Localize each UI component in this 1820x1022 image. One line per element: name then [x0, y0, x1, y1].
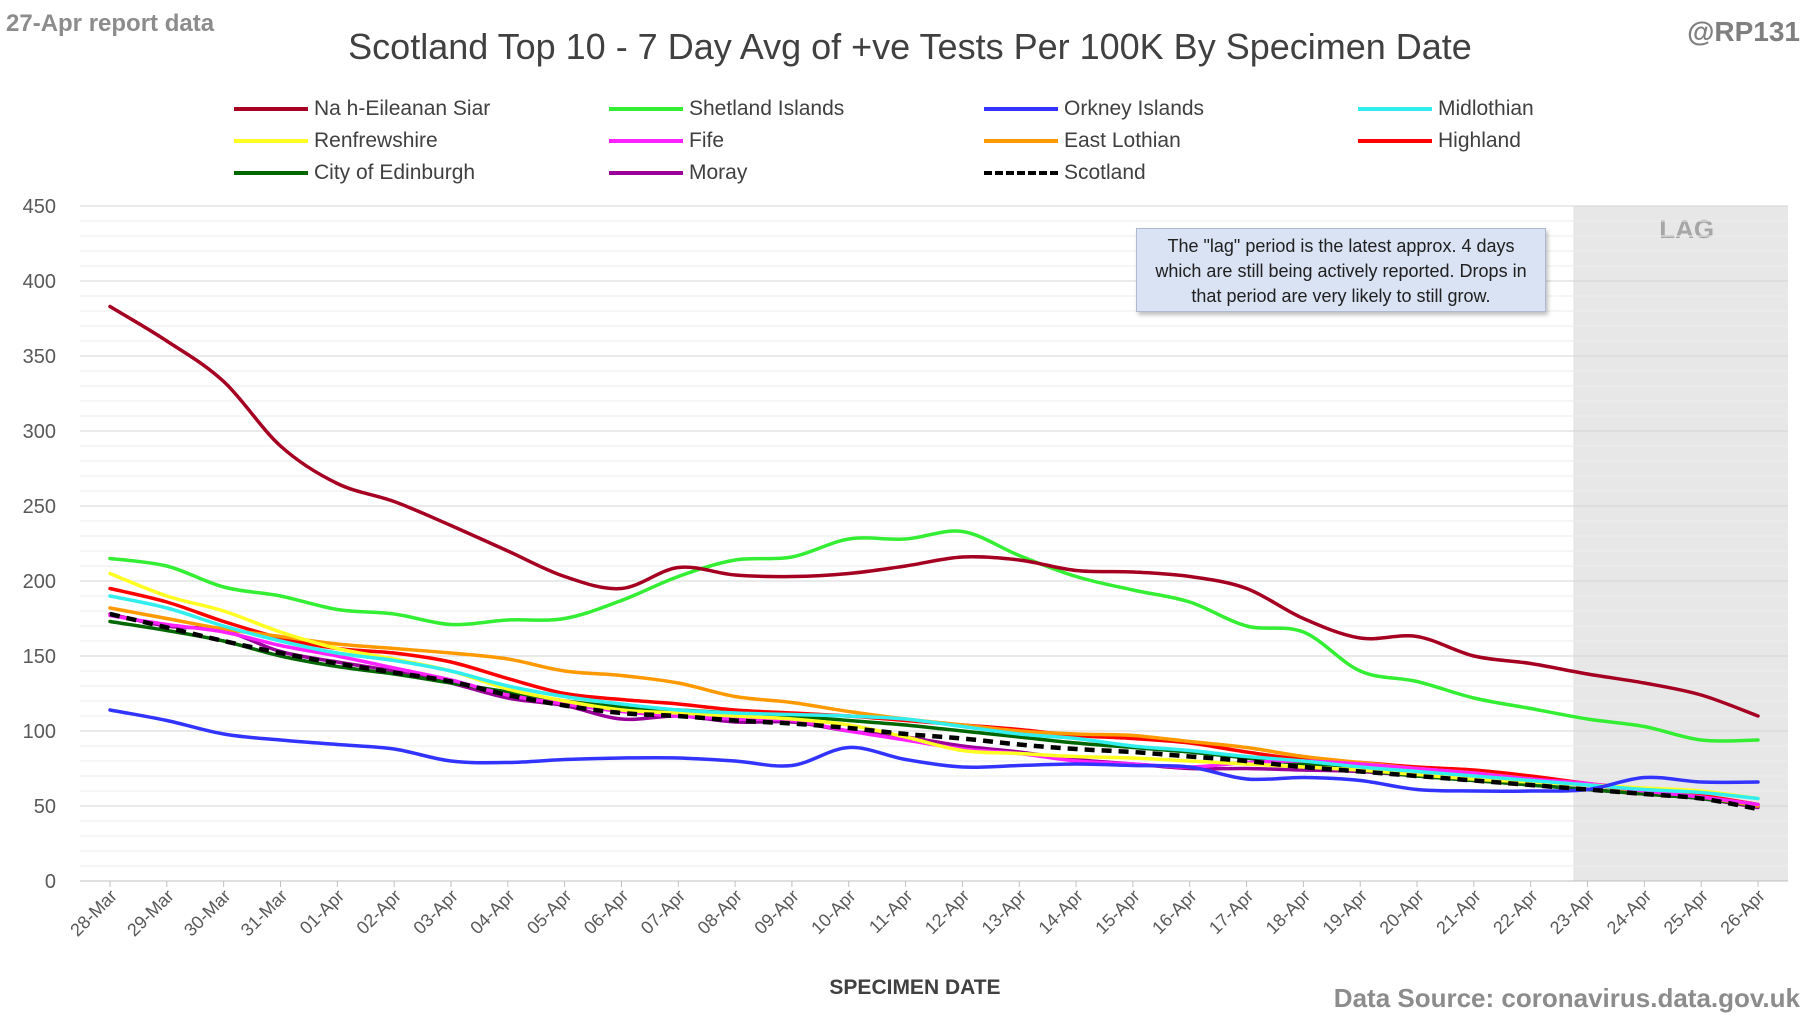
data-source: Data Source: coronavirus.data.gov.uk	[1333, 983, 1800, 1013]
legend-swatch	[1358, 107, 1432, 111]
x-tick-label: 14-Apr	[1035, 886, 1087, 938]
lag-region: LAG	[1573, 206, 1788, 881]
x-tick-label: 26-Apr	[1716, 886, 1768, 938]
x-tick-label: 03-Apr	[409, 886, 461, 938]
x-tick-label: 28-Mar	[66, 886, 120, 940]
x-tick-label: 29-Mar	[123, 886, 177, 940]
legend-label: Renfrewshire	[314, 129, 438, 152]
x-tick-label: 10-Apr	[807, 886, 859, 938]
x-tick-label: 12-Apr	[921, 886, 973, 938]
legend-swatch	[984, 107, 1058, 111]
series-line-scotland	[109, 611, 1759, 812]
legend-item: Na h-Eileanan Siar	[234, 94, 490, 124]
legend-item: East Lothian	[984, 126, 1181, 156]
x-tick-label: 19-Apr	[1319, 886, 1371, 938]
y-tick-label: 250	[23, 496, 56, 518]
series-line-highland	[108, 586, 1760, 807]
legend-label: City of Edinburgh	[314, 161, 476, 184]
x-tick-label: 04-Apr	[466, 886, 518, 938]
y-tick-label: 450	[23, 196, 56, 218]
x-tick-label: 23-Apr	[1546, 886, 1598, 938]
legend-item: Fife	[609, 126, 724, 156]
author-handle: @RP131	[1687, 16, 1800, 47]
legend-item: City of Edinburgh	[234, 158, 475, 188]
y-tick-label: 350	[23, 346, 56, 368]
legend-swatch	[234, 171, 308, 175]
y-axis: 0 50 100 150 200 250 300 350 400 450	[23, 196, 56, 893]
y-tick-label: 200	[23, 571, 56, 593]
legend-item: Shetland Islands	[609, 94, 844, 124]
x-tick-label: 05-Apr	[523, 886, 575, 938]
x-tick-label: 13-Apr	[978, 886, 1030, 938]
legend-swatch	[1358, 139, 1432, 143]
x-tick-label: 20-Apr	[1376, 886, 1428, 938]
x-tick-label: 09-Apr	[750, 886, 802, 938]
x-tick-label: 16-Apr	[1148, 886, 1200, 938]
x-tick-label: 17-Apr	[1205, 886, 1257, 938]
series-line-na-h-eileanan-siar	[108, 304, 1760, 718]
x-tick-label: 07-Apr	[637, 886, 689, 938]
x-tick-label: 01-Apr	[296, 886, 348, 938]
report-date-label: 27-Apr report data	[6, 10, 215, 37]
legend-label: Shetland Islands	[689, 97, 845, 120]
legend-label: Na h-Eileanan Siar	[314, 97, 491, 120]
y-tick-label: 400	[23, 271, 56, 293]
series-lines	[108, 304, 1760, 812]
x-tick-label: 15-Apr	[1091, 886, 1143, 938]
x-tick-label: 30-Mar	[180, 886, 234, 940]
x-axis-label: SPECIMEN DATE	[829, 976, 1001, 999]
x-tick-label: 06-Apr	[580, 886, 632, 938]
x-tick-label: 18-Apr	[1262, 886, 1314, 938]
x-axis: 28-Mar 29-Mar 30-Mar 31-Mar 01-Apr 02-Apr 03-A…	[66, 880, 1788, 940]
legend-label: Highland	[1438, 129, 1521, 152]
x-tick-label: 24-Apr	[1603, 886, 1655, 938]
legend-swatch	[234, 139, 308, 143]
legend-swatch	[609, 107, 683, 111]
legend-label: Fife	[689, 129, 725, 152]
legend-label: Orkney Islands	[1064, 97, 1205, 120]
y-tick-label: 100	[23, 721, 56, 743]
legend-item: Moray	[609, 158, 747, 188]
x-tick-label: 11-Apr	[865, 886, 916, 937]
series-line-orkney-islands	[108, 708, 1760, 793]
lag-note: The "lag" period is the latest approx. 4…	[1136, 228, 1546, 312]
y-tick-label: 0	[45, 871, 56, 893]
legend-swatch	[609, 171, 683, 175]
chart-title: Scotland Top 10 - 7 Day Avg of +ve Tests…	[348, 26, 1472, 67]
legend-item: Scotland	[984, 158, 1146, 188]
legend-swatch	[984, 171, 1058, 175]
legend-swatch	[234, 107, 308, 111]
legend-item: Highland	[1358, 126, 1521, 156]
y-tick-label: 50	[34, 796, 56, 818]
x-tick-label: 25-Apr	[1660, 886, 1712, 938]
legend-swatch	[609, 139, 683, 143]
lag-label: LAG	[1659, 214, 1714, 244]
x-tick-label: 22-Apr	[1489, 886, 1541, 938]
legend-item: Renfrewshire	[234, 126, 438, 156]
legend-label: Moray	[689, 161, 748, 184]
legend-label: Midlothian	[1438, 97, 1534, 120]
lag-shading	[1573, 206, 1788, 881]
series-line-shetland-islands	[108, 529, 1760, 743]
legend-label: East Lothian	[1064, 129, 1181, 152]
legend-label: Scotland	[1064, 161, 1146, 184]
y-tick-label: 300	[23, 421, 56, 443]
x-tick-label: 02-Apr	[353, 886, 405, 938]
x-tick-label: 08-Apr	[694, 886, 746, 938]
legend-swatch	[984, 139, 1058, 143]
x-tick-label: 31-Mar	[237, 886, 291, 940]
y-tick-label: 150	[23, 646, 56, 668]
legend-item: Orkney Islands	[984, 94, 1204, 124]
x-tick-label: 21-Apr	[1432, 886, 1484, 938]
legend-item: Midlothian	[1358, 94, 1534, 124]
series-line-midlothian	[108, 594, 1760, 801]
